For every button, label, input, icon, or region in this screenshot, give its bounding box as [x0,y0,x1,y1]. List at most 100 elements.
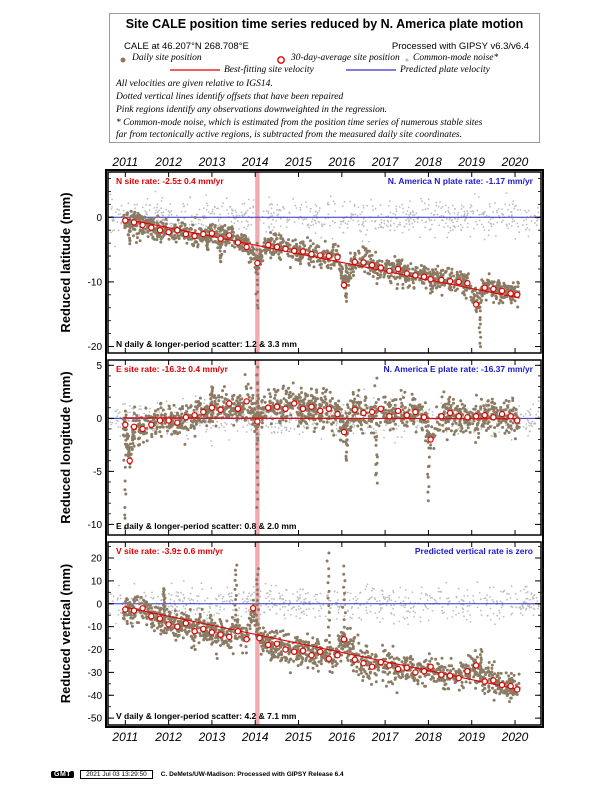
avg30-point [308,652,315,659]
avg30-point [217,631,224,638]
avg30-point [386,267,393,275]
avg30-point [507,290,514,297]
avg30-point [438,276,445,284]
avg30-point [412,272,419,279]
avg30-point [156,417,164,424]
avg30-point [139,425,146,433]
y-tick-label: -10 [88,622,103,633]
avg30-point [317,407,324,415]
top-year-label: 2016 [327,155,355,169]
y-tick-label: -40 [88,691,103,702]
avg30-point [368,408,376,416]
avg30-point [174,623,181,630]
avg30-point [498,287,506,295]
avg30-point [243,243,250,251]
avg30-point [182,620,190,627]
avg30-point [234,628,242,635]
avg30-point [139,221,146,229]
avg30-point [360,259,367,266]
top-year-label: 2014 [241,155,269,169]
avg30-point [282,245,289,253]
avg30-point [368,663,376,670]
avg30-point [174,419,181,426]
y-tick-label: 5 [96,361,102,372]
avg30-point [377,264,384,271]
avg30-point [291,648,298,656]
avg30-point [254,259,261,267]
best-fit-line [125,606,520,691]
avg30-point [351,258,358,266]
avg30-point [472,301,480,308]
avg30-point [446,278,454,285]
avg30-point [291,247,298,255]
avg30-point [282,405,289,412]
y-tick-label: 20 [91,554,103,565]
avg30-point [308,250,315,258]
avg30-point [182,230,190,238]
avg30-point [234,239,242,246]
y-tick-label: -10 [88,277,103,288]
avg30-point [243,398,250,405]
panel-n: 0 -10 -20 Reduced latitude (mm) N site rate:… [58,171,542,354]
avg30-point [455,674,462,682]
avg30-point [403,664,410,672]
legend-box: Site CALE position time series reduced b… [109,13,540,143]
avg30-point [291,400,298,407]
avg30-point [208,629,216,636]
avg30-point [394,265,402,273]
avg30-point [427,276,434,283]
avg30-point [481,284,488,291]
avg30-point [360,660,367,667]
y-axis-label: Reduced latitude (mm) [58,192,73,332]
avg30-point [360,409,367,417]
top-year-label: 2018 [414,155,442,169]
avg30-point [386,413,393,420]
avg30-point [514,686,521,693]
avg30-point [200,408,207,416]
y-tick-label: -50 [88,714,103,725]
avg30-point [325,655,332,662]
avg30-point [420,668,428,675]
avg30-point [455,278,462,286]
avg30-point [507,682,514,690]
footer: GMT 2021 Jul 03 13:29:50 C. DeMets/UW-Madi… [51,770,344,779]
plot-area [108,360,541,535]
site-location: CALE at 46.207°N 268.708°E [124,41,249,52]
avg30-point [182,414,190,421]
plate-rate-label: N. America N plate rate: -1.17 mm/yr [388,176,534,186]
avg30-point [165,621,172,628]
avg30-point [273,640,281,648]
avg30-point [122,217,129,224]
avg30-point [351,656,358,664]
avg30-point [472,413,480,420]
avg30-point [254,418,261,425]
legend-cmn: Common-mode noise* [413,53,499,63]
avg30-point [282,646,289,653]
y-tick-label: -10 [88,520,103,531]
avg30-point [165,228,172,236]
avg30-point [139,605,146,612]
avg30-point [481,412,488,419]
avg30-point [368,261,376,269]
avg30-point [225,400,233,407]
plate-rate-label: Predicted vertical rate is zero [415,546,533,556]
legend-plate: Predicted plate velocity [400,65,490,75]
y-tick-label: -20 [88,342,103,353]
site-rate-label: V site rate: -3.9± 0.6 mm/yr [116,546,224,556]
plate-rate-label: N. America E plate rate: -16.37 mm/yr [384,364,534,374]
site-rate-label: E site rate: -16.3± 0.4 mm/yr [116,364,229,374]
avg30-point [265,641,272,649]
chart-title: Site CALE position time series reduced b… [125,17,524,31]
avg30-point [340,636,348,643]
avg30-point [130,423,138,430]
avg30-point [130,219,138,226]
scatter-label: N daily & longer-period scatter: 1.2 & 3… [116,339,297,349]
top-year-label: 2015 [284,155,312,169]
panel-e: 5 0 -5 -10 Reduced longitude (mm) E site rate… [58,359,542,536]
avg30-point [403,412,410,419]
bottom-year-label: 2020 [501,730,529,744]
avg30-point [412,669,419,676]
panel-border [107,541,542,726]
avg30-point [265,241,272,249]
